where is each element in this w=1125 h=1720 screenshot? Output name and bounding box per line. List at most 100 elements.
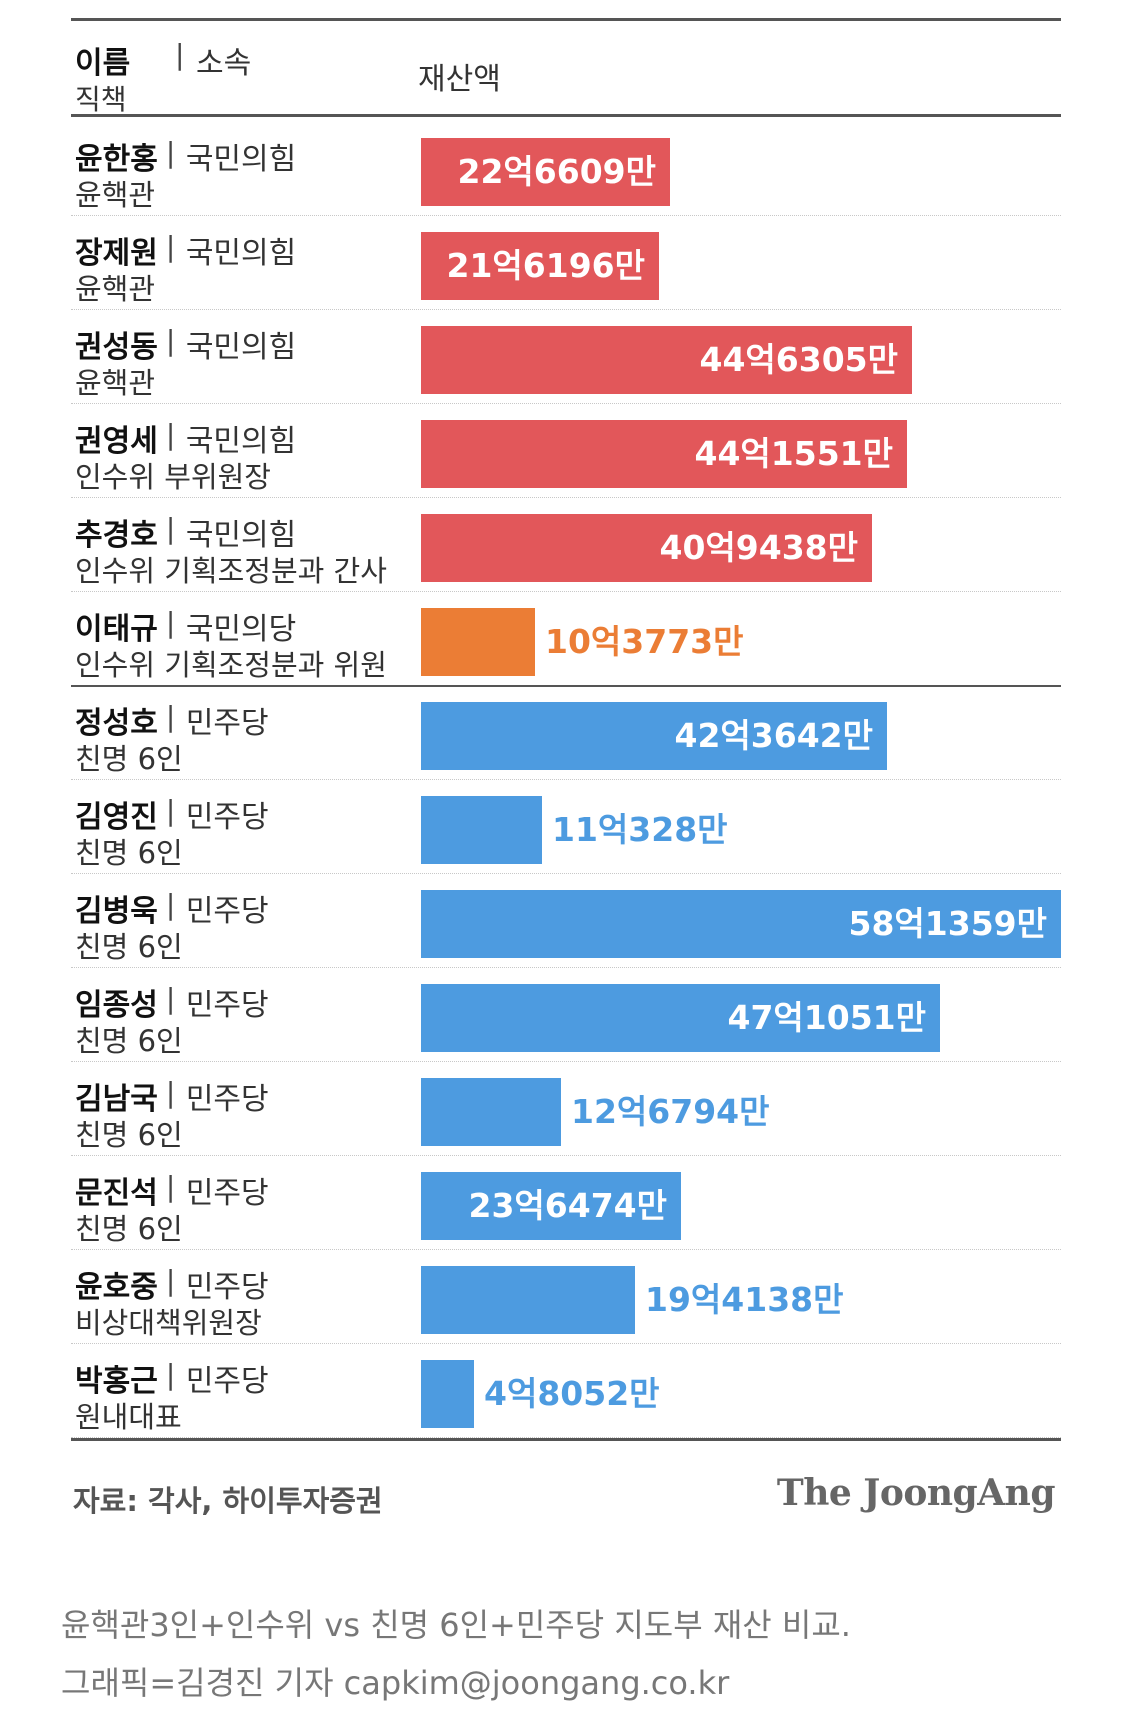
party-affiliation: 민주당 — [185, 1082, 269, 1117]
table-row: 김남국 | 민주당 친명 6인 12억6794만 — [71, 1062, 1061, 1156]
table-row: 임종성 | 민주당 친명 6인 47억1051만 — [71, 968, 1061, 1062]
party-affiliation: 국민의당 — [185, 612, 297, 647]
asset-bar — [421, 138, 670, 206]
table-row: 윤호중 | 민주당 비상대책위원장 19억4138만 — [71, 1250, 1061, 1344]
person-title: 윤핵관 — [75, 366, 156, 400]
name-separator: | — [165, 794, 176, 827]
person-title: 인수위 부위원장 — [75, 460, 271, 494]
person-name: 박홍근 — [75, 1364, 158, 1399]
name-separator: | — [165, 324, 176, 357]
party-affiliation: 민주당 — [185, 988, 269, 1023]
row-divider — [71, 309, 1061, 310]
source-note: 자료: 각사, 하이투자증권 — [73, 1484, 383, 1518]
row-divider — [71, 215, 1061, 216]
header-separator: | — [175, 38, 185, 71]
row-divider — [71, 967, 1061, 968]
asset-bar — [421, 232, 659, 300]
party-affiliation: 민주당 — [185, 1176, 269, 1211]
table-row: 이태규 | 국민의당 인수위 기획조정분과 위원 10억3773만 — [71, 592, 1061, 686]
asset-value-label: 40억9438만 — [659, 528, 859, 567]
person-name: 이태규 — [75, 612, 158, 647]
name-separator: | — [165, 1076, 176, 1109]
asset-value-label: 4억8052만 — [484, 1374, 660, 1413]
person-title: 친명 6인 — [75, 930, 183, 964]
party-affiliation: 민주당 — [185, 800, 269, 835]
person-name: 김영진 — [75, 800, 158, 835]
party-affiliation: 국민의힘 — [185, 330, 297, 365]
table-row: 추경호 | 국민의힘 인수위 기획조정분과 간사 40억9438만 — [71, 498, 1061, 592]
person-title: 인수위 기획조정분과 간사 — [75, 554, 387, 588]
row-divider — [71, 873, 1061, 874]
party-affiliation: 국민의힘 — [185, 236, 297, 271]
name-separator: | — [165, 418, 176, 451]
asset-bar — [421, 326, 912, 394]
asset-value-label: 58억1359만 — [848, 904, 1048, 943]
header-value-label: 재산액 — [418, 62, 501, 97]
name-separator: | — [165, 606, 176, 639]
name-separator: | — [165, 136, 176, 169]
person-name: 김남국 — [75, 1082, 158, 1117]
person-title: 친명 6인 — [75, 742, 183, 776]
person-name: 윤한홍 — [75, 142, 158, 177]
person-title: 친명 6인 — [75, 1024, 183, 1058]
header-name-label: 이름 — [75, 46, 131, 81]
row-divider — [71, 1249, 1061, 1250]
table-row: 권영세 | 국민의힘 인수위 부위원장 44억1551만 — [71, 404, 1061, 498]
name-separator: | — [165, 982, 176, 1015]
row-divider — [71, 1061, 1061, 1062]
table-header: 이름 | 소속 직책 재산액 — [71, 24, 1061, 120]
row-divider — [71, 591, 1061, 592]
asset-bar — [421, 420, 907, 488]
asset-bar — [421, 1360, 474, 1428]
asset-bar — [421, 796, 542, 864]
asset-value-label: 23억6474만 — [468, 1186, 668, 1225]
person-name: 추경호 — [75, 518, 158, 553]
person-name: 정성호 — [75, 706, 158, 741]
person-title: 원내대표 — [75, 1400, 182, 1434]
name-separator: | — [165, 1264, 176, 1297]
header-title-label: 직책 — [75, 83, 127, 116]
caption-line-1: 윤핵관3인+인수위 vs 친명 6인+민주당 지도부 재산 비교. — [61, 1606, 851, 1644]
person-name: 김병욱 — [75, 894, 158, 929]
person-name: 장제원 — [75, 236, 158, 271]
asset-bar — [421, 608, 535, 676]
person-name: 권성동 — [75, 330, 158, 365]
asset-bar — [421, 984, 940, 1052]
asset-value-label: 42억3642만 — [674, 716, 874, 755]
group-divider — [71, 685, 1061, 687]
brand-logo: The JoongAng — [776, 1472, 1056, 1514]
asset-value-label: 21억6196만 — [446, 246, 646, 285]
party-affiliation: 국민의힘 — [185, 142, 297, 177]
asset-value-label: 44억1551만 — [694, 434, 894, 473]
party-affiliation: 민주당 — [185, 1270, 269, 1305]
name-separator: | — [165, 512, 176, 545]
caption-line-2: 그래픽=김경진 기자 capkim@joongang.co.kr — [61, 1664, 730, 1702]
name-separator: | — [165, 1358, 176, 1391]
asset-value-label: 47억1051만 — [727, 998, 927, 1037]
person-name: 임종성 — [75, 988, 158, 1023]
asset-value-label: 11억328만 — [552, 810, 728, 849]
header-affiliation-label: 소속 — [196, 46, 252, 81]
name-separator: | — [165, 888, 176, 921]
asset-value-label: 44억6305만 — [699, 340, 899, 379]
party-affiliation: 국민의힘 — [185, 518, 297, 553]
row-divider — [71, 1155, 1061, 1156]
row-divider — [71, 1343, 1061, 1344]
header-rule — [71, 114, 1061, 117]
person-name: 문진석 — [75, 1176, 158, 1211]
person-title: 인수위 기획조정분과 위원 — [75, 648, 387, 682]
row-divider — [71, 497, 1061, 498]
table-row: 문진석 | 민주당 친명 6인 23억6474만 — [71, 1156, 1061, 1250]
person-title: 친명 6인 — [75, 836, 183, 870]
row-divider — [71, 403, 1061, 404]
asset-bar — [421, 1078, 561, 1146]
asset-value-label: 12억6794만 — [571, 1092, 770, 1131]
person-title: 친명 6인 — [75, 1118, 183, 1152]
table-row: 장제원 | 국민의힘 윤핵관 21억6196만 — [71, 216, 1061, 310]
asset-bar — [421, 890, 1061, 958]
asset-value-label: 19억4138만 — [645, 1280, 844, 1319]
row-divider — [71, 779, 1061, 780]
name-separator: | — [165, 700, 176, 733]
person-title: 윤핵관 — [75, 178, 156, 212]
